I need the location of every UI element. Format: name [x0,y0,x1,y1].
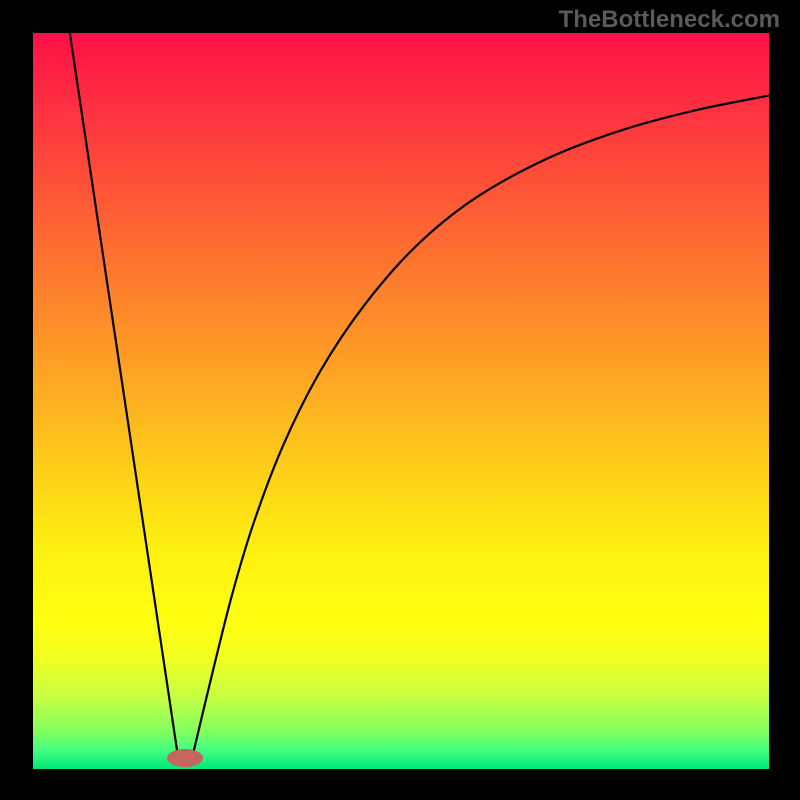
bottleneck-curve [33,33,769,769]
optimal-marker [167,749,203,767]
watermark-text: TheBottleneck.com [559,6,780,34]
plot-area [33,33,769,769]
